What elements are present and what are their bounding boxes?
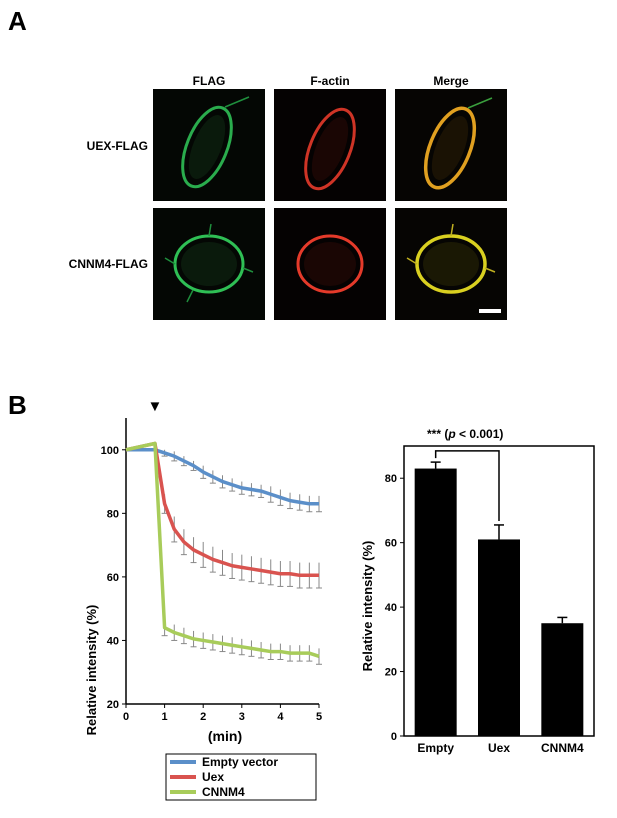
micrograph-uex-flag (153, 89, 265, 201)
series-line-empty-vector (126, 448, 319, 506)
line-chart-y-tick-label: 80 (107, 508, 119, 520)
row-label-uex-flag: UEX-FLAG (86, 139, 148, 153)
column-label-f-actin: F-actin (310, 74, 350, 88)
series-line-cnnm4 (125, 441, 320, 658)
line-chart: 0 1 2 3 4 5 20 40 60 80 100 Relative intensity (%)… (84, 398, 322, 801)
line-chart-y-tick-label: 100 (101, 445, 119, 457)
micrograph-cnnm4-f-actin (274, 208, 386, 320)
line-chart-xlabel: (min) (208, 728, 242, 744)
bar-chart: 0 20 40 60 80 Empty Uex CNNM4 Relative intensit… (360, 427, 595, 755)
line-chart-y-tick-label: 20 (107, 699, 119, 711)
significance-stars: *** (427, 427, 441, 441)
significance-p-value: < 0.001) (456, 427, 504, 441)
micrograph-uex-merge (395, 89, 507, 201)
line-chart-x-tick-label: 0 (123, 711, 129, 723)
significance-p-prefix: ( (444, 427, 448, 441)
bar-category-label: CNNM4 (541, 741, 584, 755)
scale-bar (479, 309, 501, 313)
bar-chart-y-tick-label: 60 (385, 538, 397, 550)
legend-label: Empty vector (202, 755, 278, 769)
line-chart-y-tick-label: 40 (107, 635, 119, 647)
bar-category-label: Empty (417, 741, 454, 755)
line-chart-x-tick-label: 5 (316, 711, 322, 723)
bar-uex (478, 539, 520, 736)
bar-cnnm4 (541, 623, 584, 736)
bar-chart-y-tick-label: 40 (385, 602, 397, 614)
panel-a-letter: A (8, 6, 27, 36)
series-line-uex (125, 441, 319, 578)
row-label-cnnm4-flag: CNNM4-FLAG (68, 257, 148, 271)
line-chart-x-tick-label: 2 (200, 711, 206, 723)
column-label-flag: FLAG (192, 74, 226, 88)
significance-p-symbol: p (447, 427, 455, 441)
line-chart-x-tick-label: 1 (162, 711, 168, 723)
legend-label: CNNM4 (202, 785, 245, 799)
significance-label: *** (p < 0.001) (427, 427, 503, 441)
bar-chart-ylabel: Relative intensity (%) (360, 541, 375, 672)
bar-chart-y-tick-label: 80 (385, 473, 397, 485)
bar-chart-y-tick-label: 20 (385, 667, 397, 679)
legend-label: Uex (202, 770, 224, 784)
bar-category-label: Uex (488, 741, 510, 755)
line-chart-x-tick-label: 4 (277, 711, 284, 723)
column-label-merge: Merge (433, 74, 469, 88)
injection-arrowhead: ▼ (148, 398, 163, 415)
bar-chart-y-tick-label: 0 (391, 731, 397, 743)
micrograph-cnnm4-merge (395, 208, 507, 320)
micrograph-cnnm4-flag (153, 208, 265, 320)
line-chart-y-tick-label: 60 (107, 572, 119, 584)
line-chart-x-tick-label: 3 (239, 711, 245, 723)
significance-bracket (434, 450, 500, 521)
line-chart-ylabel: Relative intensity (%) (84, 605, 99, 736)
panel-b-letter: B (8, 390, 27, 420)
bar-empty (414, 468, 457, 736)
micrograph-uex-f-actin (274, 89, 386, 201)
